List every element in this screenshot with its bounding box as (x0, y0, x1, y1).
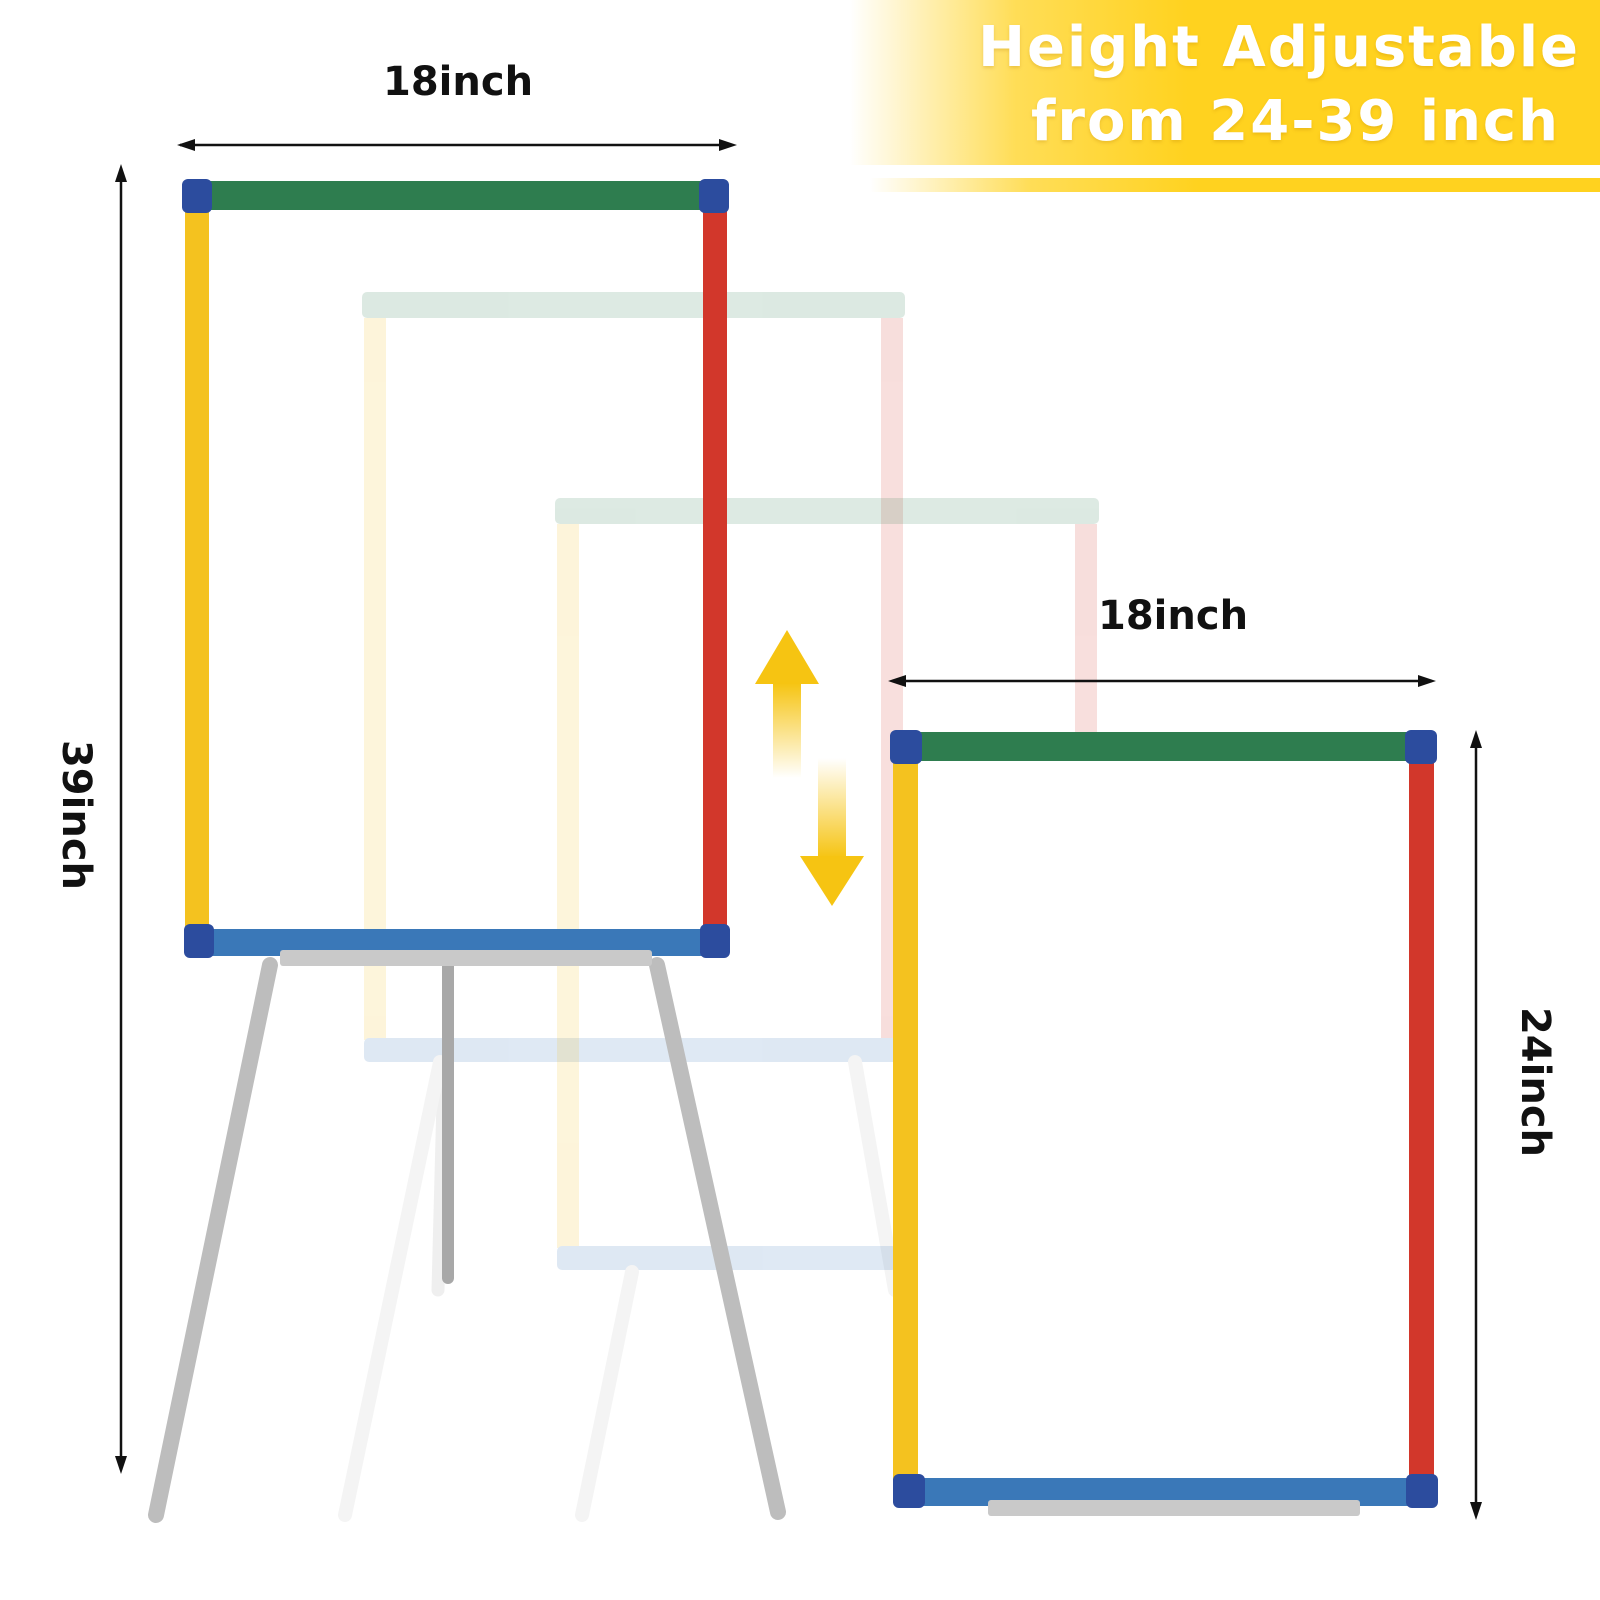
banner-title-line2: from 24-39 inch (1030, 89, 1560, 154)
tall-easel-corner-bl (184, 924, 214, 958)
tall-easel (148, 179, 786, 1523)
tall-easel-top-rail (184, 181, 726, 210)
tall-width-label: 18inch (383, 59, 534, 105)
faded-easel-middle (338, 292, 905, 1522)
tall-height-label: 39inch (53, 739, 99, 891)
tall-easel-corner-tr (699, 179, 729, 213)
tall-height-dimension-line (115, 164, 127, 1474)
short-easel-bottom-rail (894, 1478, 1434, 1506)
banner (850, 0, 1600, 192)
tall-easel-left-rail (185, 209, 209, 932)
short-easel-left-rail (893, 760, 918, 1480)
short-easel-corner-br (1406, 1474, 1438, 1508)
up-arrow-icon (755, 630, 819, 778)
banner-title-line1: Height Adjustable (978, 15, 1580, 80)
short-height-dimension-line (1470, 730, 1482, 1520)
short-easel-corner-tl (890, 730, 922, 764)
short-easel-marker-tray (988, 1500, 1360, 1516)
tall-easel-bottom-rail (186, 929, 727, 956)
short-easel-right-rail (1409, 760, 1434, 1480)
adjust-arrows (755, 630, 864, 906)
tall-easel-marker-tray (280, 950, 652, 966)
banner-background (850, 0, 1600, 165)
faded-easel-lower (555, 498, 1099, 1522)
tall-easel-corner-br (700, 924, 730, 958)
tall-easel-corner-tl (182, 179, 212, 213)
tall-easel-left-leg (148, 957, 278, 1523)
short-easel (890, 730, 1438, 1516)
short-height-label: 24inch (1512, 1006, 1558, 1158)
dimension-lines (115, 139, 1482, 1520)
short-width-dimension-line (888, 675, 1436, 687)
tall-width-dimension-line (177, 139, 737, 151)
tall-easel-right-leg (649, 957, 786, 1520)
down-arrow-icon (800, 758, 864, 906)
short-easel-corner-tr (1405, 730, 1437, 764)
tall-easel-right-rail (703, 209, 727, 932)
short-easel-corner-bl (893, 1474, 925, 1508)
short-width-label: 18inch (1098, 593, 1249, 639)
short-easel-top-rail (892, 732, 1434, 761)
banner-underline (870, 178, 1600, 192)
